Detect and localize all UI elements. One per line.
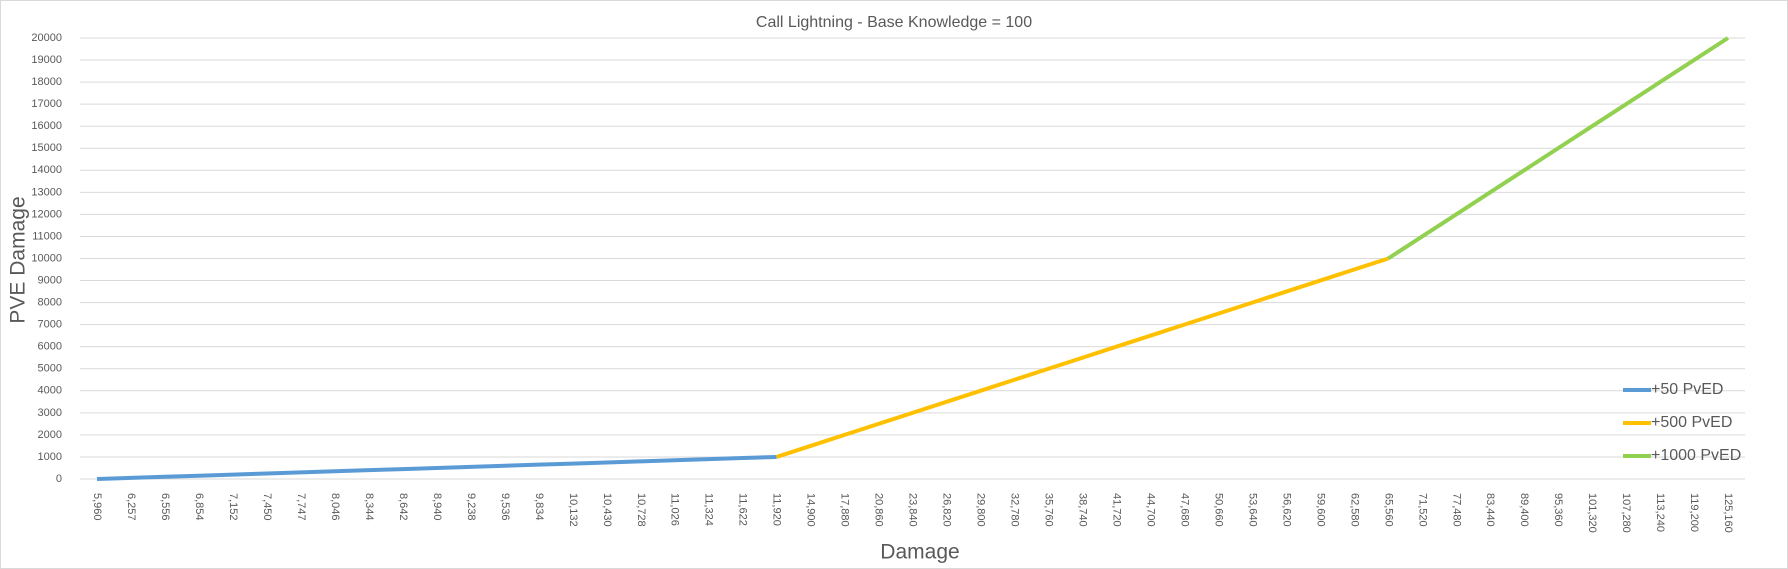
y-tick-label: 1000 — [38, 451, 62, 463]
x-tick-label: 77,480 — [1450, 493, 1462, 527]
x-tick-label: 9,834 — [533, 493, 545, 521]
x-tick-label: 125,160 — [1722, 493, 1734, 533]
chart-title: Call Lightning - Base Knowledge = 100 — [756, 14, 1032, 31]
y-tick-label: 15000 — [31, 142, 62, 154]
series-line — [96, 454, 777, 481]
y-tick-label: 19000 — [31, 54, 62, 66]
x-tick-label: 20,860 — [873, 493, 885, 527]
y-tick-label: 20000 — [31, 32, 62, 44]
x-tick-label: 62,580 — [1348, 493, 1360, 527]
x-tick-label: 6,257 — [125, 493, 137, 521]
x-tick-label: 38,740 — [1076, 493, 1088, 527]
x-tick-label: 71,520 — [1416, 493, 1428, 527]
x-tick-label: 53,640 — [1246, 493, 1258, 527]
x-tick-label: 89,400 — [1518, 493, 1530, 527]
y-tick-label: 14000 — [31, 164, 62, 176]
x-tick-label: 44,700 — [1144, 493, 1156, 527]
x-tick-label: 8,344 — [363, 493, 375, 521]
y-tick-label: 12000 — [31, 208, 62, 220]
x-tick-label: 23,840 — [907, 493, 919, 527]
x-tick-label: 10,728 — [635, 493, 647, 527]
x-tick-label: 41,720 — [1110, 493, 1122, 527]
x-tick-label: 8,046 — [329, 493, 341, 521]
y-tick-label: 11000 — [32, 230, 62, 242]
x-tick-label: 11,622 — [737, 493, 749, 526]
y-tick-label: 7000 — [38, 319, 62, 331]
x-tick-label: 8,642 — [397, 493, 409, 521]
x-tick-label: 65,560 — [1382, 493, 1394, 527]
y-tick-label: 6000 — [38, 341, 62, 353]
y-tick-label: 16000 — [31, 120, 62, 132]
x-tick-label: 7,152 — [227, 493, 239, 521]
x-tick-label: 11,324 — [703, 493, 715, 526]
x-tick-label: 107,280 — [1620, 493, 1632, 533]
x-tick-label: 17,880 — [839, 493, 851, 527]
y-tick-label: 17000 — [31, 98, 62, 110]
x-tick-label: 9,536 — [499, 493, 511, 521]
y-tick-label: 13000 — [31, 186, 62, 198]
y-tick-label: 4000 — [38, 385, 62, 397]
y-tick-label: 8000 — [38, 297, 62, 309]
x-tick-label: 59,600 — [1314, 493, 1326, 527]
x-tick-label: 113,240 — [1654, 493, 1666, 532]
x-tick-label: 56,620 — [1280, 493, 1292, 527]
x-tick-label: 10,132 — [567, 493, 579, 527]
y-tick-label: 5000 — [38, 363, 62, 375]
legend-label: +500 PvED — [1651, 414, 1732, 431]
x-tick-label: 26,820 — [941, 493, 953, 527]
legend-label: +1000 PvED — [1651, 447, 1741, 464]
series-line — [1387, 36, 1730, 261]
x-tick-label: 50,660 — [1212, 493, 1224, 527]
x-tick-label: 5,960 — [91, 493, 103, 521]
x-tick-label: 9,238 — [465, 493, 477, 521]
x-tick-label: 101,320 — [1586, 493, 1598, 533]
x-tick-label: 7,747 — [295, 493, 307, 521]
y-tick-label: 0 — [56, 473, 62, 485]
x-tick-label: 14,900 — [805, 493, 817, 527]
x-tick-label: 119,200 — [1688, 493, 1700, 532]
y-tick-label: 18000 — [31, 76, 62, 88]
y-tick-label: 10000 — [31, 252, 62, 264]
y-axis-title: PVE Damage — [7, 196, 30, 323]
x-tick-label: 8,940 — [431, 493, 443, 521]
x-tick-label: 11,026 — [669, 493, 681, 526]
series-line — [775, 256, 1389, 459]
x-tick-label: 6,556 — [159, 493, 171, 521]
x-tick-label: 32,780 — [1009, 493, 1021, 527]
x-tick-label: 47,680 — [1178, 493, 1190, 527]
x-tick-label: 11,920 — [771, 493, 783, 526]
x-axis-title: Damage — [880, 541, 959, 564]
x-tick-label: 7,450 — [261, 493, 273, 521]
x-tick-label: 95,360 — [1552, 493, 1564, 527]
x-tick-label: 29,800 — [975, 493, 987, 527]
y-tick-label: 9000 — [38, 274, 62, 286]
y-tick-label: 2000 — [38, 429, 62, 441]
x-tick-label: 6,854 — [193, 493, 205, 521]
x-tick-label: 83,440 — [1484, 493, 1496, 527]
x-tick-label: 35,760 — [1043, 493, 1055, 527]
y-tick-label: 3000 — [38, 407, 62, 419]
x-tick-label: 10,430 — [601, 493, 613, 527]
legend-label: +50 PvED — [1651, 381, 1723, 398]
